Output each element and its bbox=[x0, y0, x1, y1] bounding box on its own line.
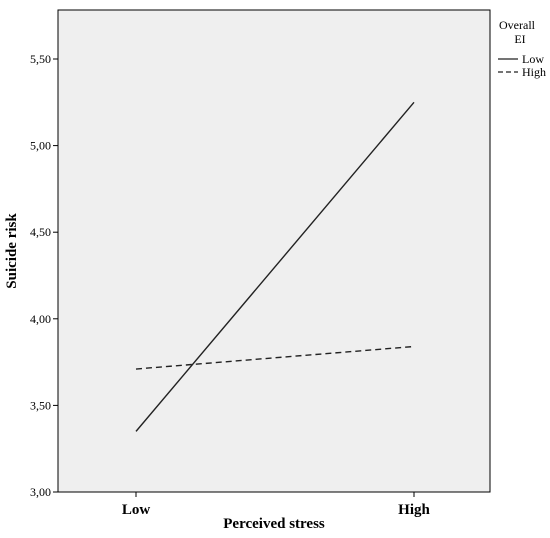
legend-title-line2: EI bbox=[514, 32, 525, 46]
series-group bbox=[135, 101, 415, 432]
y-tick-label: 5,00 bbox=[30, 139, 51, 153]
series-line-low bbox=[135, 101, 415, 432]
x-tick-label: Low bbox=[122, 502, 151, 518]
y-tick-label: 5,50 bbox=[30, 52, 51, 66]
plot-area bbox=[57, 9, 491, 493]
y-axis: 3,00 3,50 4,00 4,50 5,00 5,50 bbox=[30, 52, 58, 499]
y-tick-label: 4,50 bbox=[30, 225, 51, 239]
x-tick-label: High bbox=[398, 502, 430, 518]
y-tick-label: 3,50 bbox=[30, 398, 51, 412]
y-axis-title: Suicide risk bbox=[4, 213, 20, 289]
x-axis-title: Perceived stress bbox=[223, 516, 325, 532]
y-tick-label: 3,00 bbox=[30, 485, 51, 499]
x-axis: Low High bbox=[122, 492, 430, 518]
legend-title-line1: Overall bbox=[499, 18, 536, 32]
series-line-high bbox=[135, 345, 415, 370]
y-tick-label: 4,00 bbox=[30, 312, 51, 326]
legend-label-low: Low bbox=[522, 52, 544, 66]
legend-label-high: High bbox=[522, 65, 546, 79]
